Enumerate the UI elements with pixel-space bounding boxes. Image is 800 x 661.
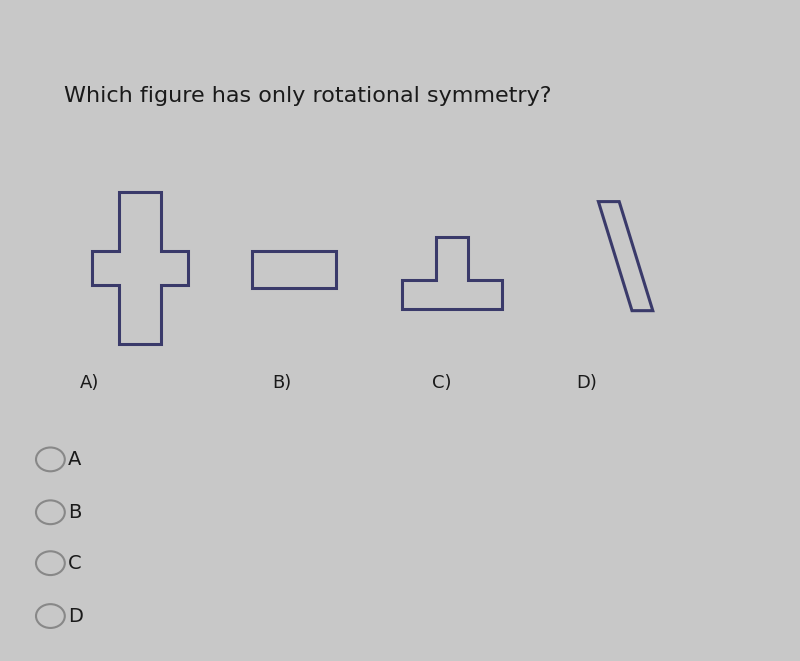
Text: Which figure has only rotational symmetry?: Which figure has only rotational symmetr… <box>64 86 551 106</box>
Text: A: A <box>68 450 82 469</box>
Text: B: B <box>68 503 82 522</box>
Text: C): C) <box>432 374 451 393</box>
Text: D): D) <box>576 374 597 393</box>
Text: D: D <box>68 607 83 625</box>
Text: C: C <box>68 554 82 572</box>
Bar <box>252 251 336 288</box>
Text: B): B) <box>272 374 291 393</box>
Text: A): A) <box>80 374 99 393</box>
